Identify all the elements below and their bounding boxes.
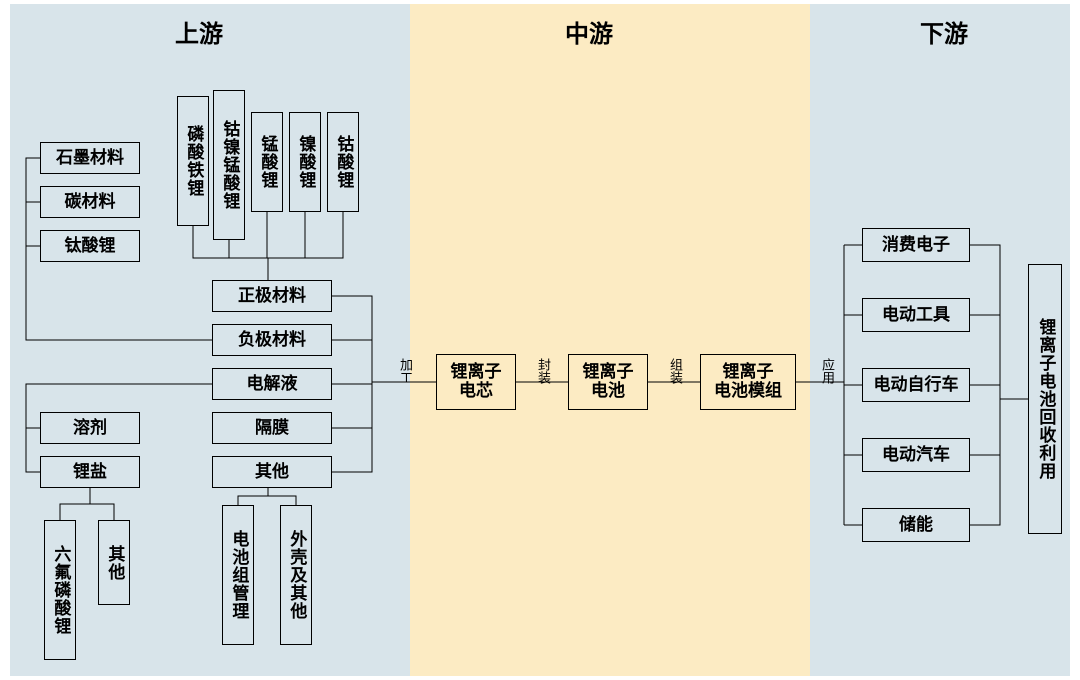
node-lmo: 锰酸锂 [251,112,283,212]
node-battery: 锂离子电池 [568,354,648,410]
node-module: 锂离子电池模组 [700,354,796,410]
node-graphite: 石墨材料 [40,142,140,174]
section-title-downstream: 下游 [920,14,968,49]
node-lto: 钛酸锂 [40,230,140,262]
node-solvent: 溶剂 [40,412,140,444]
node-electrolyte: 电解液 [212,368,332,400]
node-lisalt: 锂盐 [40,456,140,488]
node-ncm: 钴镍锰酸锂 [213,90,245,240]
node-casing: 外壳及其他 [280,505,312,645]
node-nca: 镍酸锂 [289,112,321,212]
node-ce: 消费电子 [862,228,970,262]
node-ev: 电动汽车 [862,438,970,472]
node-carbon: 碳材料 [40,186,140,218]
node-anode: 负极材料 [212,324,332,356]
node-recycle: 锂离子电池回收利用 [1028,264,1062,534]
diagram-canvas: 上游 中游 下游 [0,0,1080,680]
edge-label-pack: 封装 [534,358,553,384]
section-title-midstream: 中游 [565,14,613,49]
section-title-upstream: 上游 [175,14,223,49]
node-separator: 隔膜 [212,412,332,444]
node-other_salt: 其他 [98,520,130,605]
node-lipf6: 六氟磷酸锂 [44,520,76,660]
node-ess: 储能 [862,508,970,542]
edge-label-assem: 组装 [666,358,685,384]
node-lfp: 磷酸铁锂 [177,96,209,226]
edge-label-proc: 加工 [396,358,415,384]
node-other_mid: 其他 [212,456,332,488]
region-midstream [410,4,810,676]
edge-label-app: 应用 [818,358,837,384]
node-cell: 锂离子电芯 [436,354,516,410]
node-bms: 电池组管理 [222,505,254,645]
node-tool: 电动工具 [862,298,970,332]
node-ebike: 电动自行车 [862,368,970,402]
node-lco: 钴酸锂 [327,112,359,212]
node-cathode: 正极材料 [212,280,332,312]
